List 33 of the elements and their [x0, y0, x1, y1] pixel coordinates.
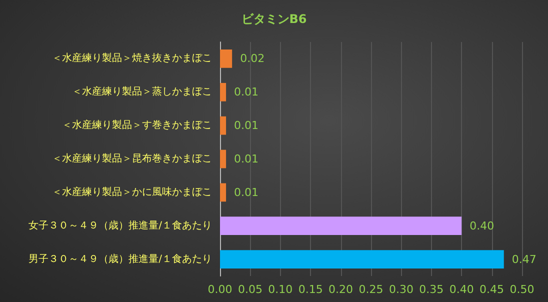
- y-tick-label: ＜水産練り製品＞かに風味かまぼこ: [52, 186, 212, 198]
- chart-title: ビタミンB6: [241, 12, 307, 26]
- data-label: 0.01: [234, 86, 259, 99]
- text: 0.25: [358, 283, 384, 296]
- text: 0.40: [449, 283, 474, 296]
- text: 0.05: [238, 283, 262, 296]
- y-tick-label: 男子３０～４９（歳）推進量/１食あたり: [28, 252, 212, 265]
- y-tick-label: ＜水産練り製品＞す巻きかまぼこ: [62, 119, 212, 132]
- data-label: 0.01: [234, 119, 259, 132]
- y-tick-label: ＜水産練り製品＞焼き抜きかまぼこ: [52, 52, 212, 64]
- y-tick-label: ＜水産練り製品＞蒸しかまぼこ: [72, 86, 212, 98]
- bar: [220, 250, 504, 268]
- text: 0.35: [419, 283, 444, 296]
- data-label: 0.47: [512, 252, 536, 266]
- data-label: 0.01: [234, 186, 259, 199]
- bar: [220, 82, 226, 102]
- text: 0.15: [298, 283, 323, 296]
- y-tick-label: 女子３０～４９（歳）推進量/１食あたり: [28, 219, 212, 232]
- data-label: 0.02: [240, 52, 265, 66]
- text: 0.45: [480, 283, 504, 296]
- text: 0.30: [388, 283, 414, 296]
- text: 0.50: [510, 283, 534, 296]
- bar: [220, 150, 226, 168]
- bar: [220, 216, 462, 236]
- data-label: 0.01: [234, 152, 259, 166]
- text: 0.10: [268, 283, 293, 296]
- bar: [220, 116, 226, 135]
- bar: [220, 50, 232, 68]
- text: 0.00: [208, 283, 232, 296]
- y-tick-label: ＜水産練り製品＞昆布巻きかまぼこ: [52, 152, 212, 164]
- data-label: 0.40: [470, 219, 494, 232]
- bar: [220, 183, 226, 202]
- text: 0.20: [328, 283, 354, 296]
